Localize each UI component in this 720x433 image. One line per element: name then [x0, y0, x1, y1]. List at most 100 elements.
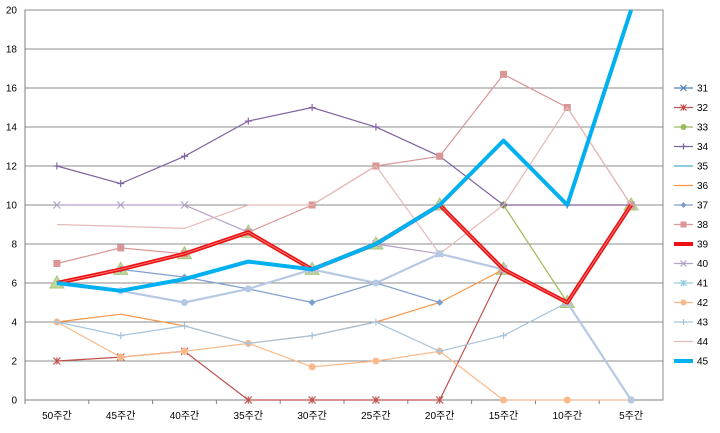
data-point — [53, 260, 61, 267]
data-point — [181, 347, 188, 355]
x-tick-label: 50주간 — [42, 410, 72, 422]
data-point — [500, 70, 507, 78]
legend-label: 39 — [697, 240, 709, 251]
series-line — [56, 321, 632, 401]
legend-label: 33 — [697, 123, 709, 134]
legend-label: 38 — [697, 220, 709, 231]
legend-label: 37 — [697, 201, 709, 212]
data-point — [308, 396, 317, 404]
data-point — [680, 84, 687, 92]
y-tick-label: 14 — [6, 123, 18, 134]
data-point — [308, 332, 316, 340]
series-line — [502, 204, 568, 303]
legend-entry-36: 36 — [674, 181, 709, 192]
series-36 — [56, 268, 504, 345]
legend-label: 35 — [697, 162, 709, 173]
series-line — [56, 73, 632, 265]
data-point — [117, 332, 125, 340]
data-point — [244, 339, 252, 347]
data-point — [308, 363, 316, 371]
legend-label: 42 — [697, 298, 709, 309]
series-45 — [56, 9, 634, 293]
x-tick-label: 35주간 — [234, 410, 264, 422]
legend-entry-45: 45 — [674, 357, 709, 368]
legend-label: 40 — [697, 259, 709, 270]
data-point — [680, 299, 687, 306]
legend-entry-42: 42 — [674, 298, 709, 309]
x-tick-label: 10주간 — [553, 410, 583, 422]
series-extra-16 — [49, 197, 639, 308]
data-point — [372, 279, 380, 287]
y-tick-label: 6 — [11, 279, 17, 290]
legend-entry-37: 37 — [674, 201, 709, 212]
data-point — [371, 396, 380, 404]
legend-entry-33: 33 — [674, 123, 709, 134]
series-line — [56, 106, 632, 206]
legend-entry-32: 32 — [674, 103, 709, 114]
x-tick-label: 15주간 — [489, 410, 519, 422]
data-point — [680, 279, 687, 287]
y-tick-label: 0 — [11, 396, 17, 407]
y-tick-label: 4 — [11, 318, 17, 329]
legend-label: 34 — [697, 142, 709, 153]
data-point — [308, 299, 316, 306]
series-line — [56, 204, 632, 401]
data-point — [117, 180, 125, 188]
legend-entry-44: 44 — [674, 337, 709, 348]
data-point — [372, 357, 380, 365]
data-point — [680, 319, 687, 325]
data-point — [244, 117, 252, 125]
data-point — [244, 396, 253, 404]
legend-label: 41 — [697, 279, 709, 290]
data-point — [563, 396, 571, 404]
data-point — [627, 396, 635, 404]
legend-entry-39: 39 — [674, 240, 709, 251]
legend-entry-34: 34 — [674, 142, 709, 153]
y-tick-label: 2 — [11, 357, 17, 368]
data-point — [181, 299, 188, 306]
axes: 0 2 4 6 8 10 12 14 16 18 20 50주간 45주간 40주간 35주간 30주간 25주… — [6, 6, 663, 422]
y-tick-label: 20 — [6, 6, 18, 17]
legend-label: 36 — [697, 181, 709, 192]
series-32 — [52, 201, 636, 404]
series-38 — [53, 70, 635, 267]
data-point — [244, 285, 252, 293]
legend-label: 32 — [697, 103, 709, 114]
data-point — [680, 124, 687, 130]
legend-label: 43 — [697, 318, 709, 329]
y-tick-label: 12 — [6, 162, 18, 173]
data-point — [53, 162, 61, 170]
data-point — [52, 201, 61, 209]
legend-label: 31 — [697, 84, 709, 95]
x-tick-label: 20주간 — [425, 410, 455, 422]
legend-entry-35: 35 — [674, 162, 709, 173]
data-point — [435, 396, 444, 404]
series-lines — [49, 9, 639, 404]
y-tick-label: 18 — [6, 45, 18, 56]
x-tick-label: 25주간 — [361, 410, 391, 422]
data-point — [372, 123, 380, 131]
data-point — [308, 104, 316, 111]
x-tick-label: 45주간 — [106, 410, 136, 422]
series-33 — [500, 201, 571, 306]
legend-entry-38: 38 — [674, 220, 709, 231]
data-point — [372, 318, 380, 326]
x-tick-label: 30주간 — [297, 410, 327, 422]
x-tick-label: 40주간 — [170, 410, 200, 422]
data-point — [680, 221, 687, 228]
data-point — [181, 322, 188, 330]
data-point — [436, 250, 444, 258]
series-43 — [53, 299, 635, 404]
series-line — [56, 268, 504, 345]
data-point — [680, 260, 687, 267]
data-point — [436, 299, 444, 306]
y-tick-label: 8 — [11, 240, 17, 251]
legend-label: 45 — [697, 357, 709, 368]
data-point — [181, 152, 188, 160]
series-34 — [53, 104, 635, 209]
data-point — [53, 318, 61, 326]
legend-entry-40: 40 — [674, 259, 709, 270]
y-tick-label: 10 — [6, 201, 18, 212]
data-point — [52, 357, 61, 365]
